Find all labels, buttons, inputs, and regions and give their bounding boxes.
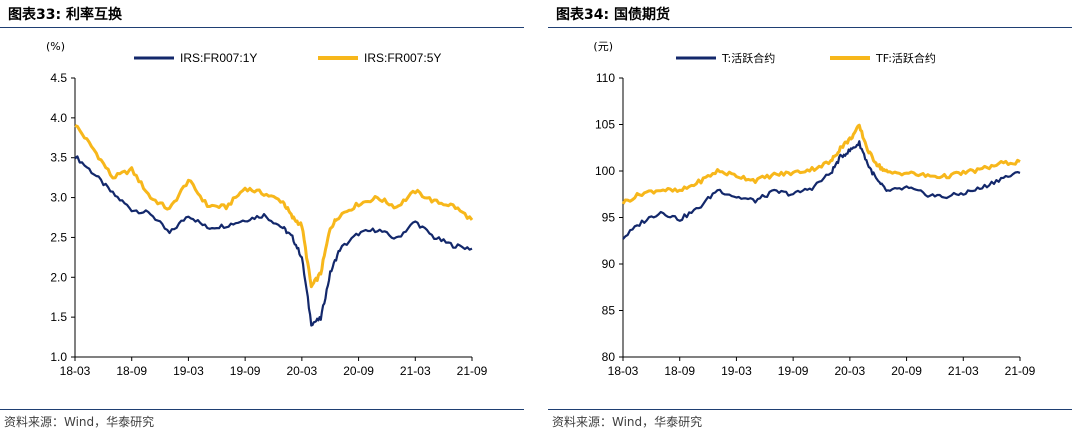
chart-panel-bond-futures: 图表34: 国债期货 80 85 90 95 100 105 110 (元) 18-03 18-0… [548, 0, 1072, 440]
x-tick-label: 18-03 [608, 364, 639, 378]
series-line-2 [74, 124, 474, 289]
irs-line-chart: 1.0 1.5 2.0 2.5 3.0 3.5 4.0 4.5 (%) 18-03 18-09 19-… [46, 40, 488, 378]
y-tick-label: 90 [602, 257, 616, 271]
figure-title: 图表34: 国债期货 [556, 7, 670, 23]
source-note: 资料来源：Wind，华泰研究 [4, 415, 155, 429]
y-tick-label: 2.5 [50, 230, 67, 244]
x-tick-label: 20-03 [287, 364, 318, 378]
x-tick-label: 20-09 [891, 364, 922, 378]
x-tick-label: 19-03 [721, 364, 752, 378]
chart-panel-irs: 图表33: 利率互换 1.0 1.5 2.0 2.5 3.0 3.5 4.0 4.5 (%) 18… [0, 0, 524, 440]
y-tick-label: 2.0 [50, 270, 67, 284]
source-note: 资料来源：Wind，华泰研究 [552, 415, 703, 429]
y-tick-label: 4.5 [50, 71, 67, 85]
legend-label: T:活跃合约 [721, 51, 775, 65]
y-tick-label: 95 [602, 211, 616, 225]
y-tick-label: 105 [595, 118, 615, 132]
y-tick-label: 1.5 [50, 310, 67, 324]
y-tick-label: 3.5 [50, 151, 67, 165]
series-line-1 [74, 155, 473, 327]
y-tick-label: 110 [596, 71, 615, 85]
x-tick-label: 19-03 [173, 364, 204, 378]
legend-label: IRS:FR007:5Y [364, 51, 441, 65]
x-tick-label: 18-03 [60, 364, 91, 378]
y-tick-label: 100 [595, 164, 615, 178]
title-rule [0, 27, 524, 28]
series-line-2 [621, 123, 1021, 205]
legend: IRS:FR007:1Y IRS:FR007:5Y [134, 51, 441, 65]
x-tick-label: 20-03 [835, 364, 866, 378]
y-tick-label: 1.0 [50, 350, 67, 364]
x-tick-label: 21-03 [948, 364, 979, 378]
y-unit-label: (%) [46, 40, 65, 53]
x-tick-label: 18-09 [116, 364, 147, 378]
bond-futures-line-chart: 80 85 90 95 100 105 110 (元) 18-03 18-09 19-03 19-09… [593, 40, 1036, 378]
series-line-1 [622, 140, 1021, 240]
x-tick-label: 21-09 [1005, 364, 1036, 378]
legend-label: IRS:FR007:1Y [180, 51, 257, 65]
title-rule [548, 27, 1072, 28]
source-rule [548, 409, 1072, 410]
y-tick-label: 3.0 [50, 191, 67, 205]
x-tick-label: 21-03 [400, 364, 431, 378]
figure-title: 图表33: 利率互换 [8, 7, 122, 23]
y-tick-label: 80 [602, 350, 616, 364]
legend: T:活跃合约 TF:活跃合约 [676, 51, 936, 65]
source-rule [0, 409, 524, 410]
legend-label: TF:活跃合约 [875, 51, 936, 65]
y-tick-label: 85 [602, 304, 616, 318]
x-tick-label: 21-09 [457, 364, 488, 378]
x-tick-label: 19-09 [778, 364, 809, 378]
y-tick-label: 4.0 [50, 111, 67, 125]
y-unit-label: (元) [593, 40, 613, 53]
x-tick-label: 18-09 [664, 364, 695, 378]
x-tick-label: 20-09 [343, 364, 374, 378]
x-tick-label: 19-09 [230, 364, 261, 378]
